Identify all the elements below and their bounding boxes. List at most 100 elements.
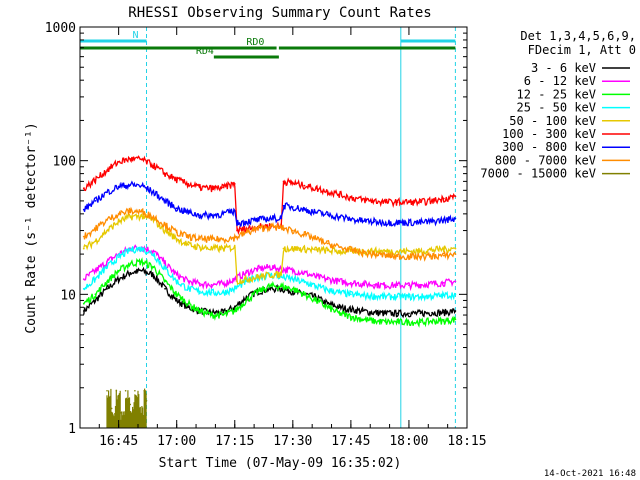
point-12-25-kev (408, 321, 410, 323)
legend-label-3-6-kev: 3 - 6 keV (531, 61, 596, 75)
point-3-6-kev (408, 312, 410, 315)
point-300-800-kev (245, 220, 248, 223)
point-12-25-kev (280, 285, 283, 288)
point-50-100-kev (129, 215, 132, 218)
point-6-12-kev (291, 269, 294, 272)
legend-label-300-800-kev: 300 - 800 keV (502, 140, 596, 154)
point-300-800-kev (442, 219, 445, 221)
point-50-100-kev (175, 237, 178, 240)
point-3-6-kev (373, 311, 376, 314)
point-50-100-kev (245, 278, 248, 281)
point-100-300-kev (338, 193, 341, 196)
point-12-25-kev (199, 310, 201, 312)
point-12-25-kev (442, 320, 445, 323)
point-800-7000-kev (291, 229, 294, 232)
point-3-6-kev (82, 310, 85, 312)
point-50-100-kev (199, 246, 201, 249)
point-7000-15000-kev (129, 403, 132, 406)
point-7000-15000-kev (145, 399, 148, 402)
point-300-800-kev (373, 220, 376, 223)
point-100-300-kev (349, 196, 352, 199)
point-25-50-kev (210, 291, 213, 294)
point-3-6-kev (129, 271, 132, 274)
point-50-100-kev (384, 250, 387, 253)
flag-label-rd4: RD4 (196, 46, 214, 57)
point-6-12-kev (442, 281, 445, 284)
point-3-6-kev (419, 312, 422, 315)
point-25-50-kev (129, 248, 132, 251)
point-7000-15000-kev (106, 389, 108, 392)
point-12-25-kev (419, 321, 422, 323)
point-12-25-kev (384, 321, 387, 323)
point-300-800-kev (431, 220, 434, 223)
point-12-25-kev (396, 321, 399, 323)
point-300-800-kev (396, 221, 399, 224)
point-25-50-kev (175, 280, 178, 283)
point-12-25-kev (140, 260, 143, 263)
point-25-50-kev (187, 287, 190, 290)
point-25-50-kev (106, 266, 108, 268)
point-12-25-kev (454, 318, 457, 321)
point-6-12-kev (257, 267, 259, 270)
point-6-12-kev (175, 273, 178, 276)
point-12-25-kev (210, 314, 213, 316)
point-800-7000-kev (326, 242, 329, 245)
point-25-50-kev (419, 295, 422, 298)
point-50-100-kev (210, 247, 213, 250)
point-300-800-kev (384, 221, 387, 224)
point-800-7000-kev (361, 251, 364, 254)
point-100-300-kev (326, 190, 329, 193)
point-12-25-kev (315, 299, 317, 302)
point-300-800-kev (349, 218, 352, 221)
y-axis: 1 10 100 1000 (45, 21, 467, 437)
point-6-12-kev (164, 262, 166, 265)
point-25-50-kev (117, 256, 120, 258)
point-300-800-kev (164, 200, 166, 202)
point-6-12-kev (94, 269, 97, 272)
legend-label-6-12-kev: 6 - 12 keV (524, 74, 596, 88)
line-6-12-kev (83, 244, 456, 292)
point-12-25-kev (431, 320, 434, 323)
point-100-300-kev (419, 201, 422, 203)
point-50-100-kev (419, 250, 422, 253)
point-300-800-kev (233, 210, 236, 212)
point-50-100-kev (431, 248, 434, 251)
point-50-100-kev (338, 250, 341, 253)
point-50-100-kev (303, 248, 306, 250)
point-800-7000-kev (129, 210, 132, 212)
point-100-300-kev (431, 200, 434, 202)
point-12-25-kev (117, 269, 120, 272)
point-50-100-kev (408, 250, 410, 253)
point-100-300-kev (361, 198, 364, 201)
point-300-800-kev (140, 184, 143, 187)
point-25-50-kev (431, 295, 434, 298)
point-50-100-kev (282, 247, 285, 250)
point-3-6-kev (326, 302, 329, 305)
point-3-6-kev (187, 306, 190, 309)
point-300-800-kev (338, 215, 341, 218)
point-3-6-kev (175, 299, 178, 302)
point-25-50-kev (384, 295, 387, 298)
point-100-300-kev (373, 200, 376, 202)
point-7000-15000-kev (143, 389, 145, 392)
legend-header-line-1: Det 1,3,4,5,6,9, (520, 29, 636, 43)
point-50-100-kev (140, 215, 143, 217)
point-800-7000-kev (152, 215, 155, 218)
point-300-800-kev (199, 214, 201, 217)
point-6-12-kev (419, 283, 422, 286)
point-7000-15000-kev (134, 389, 136, 392)
point-12-25-kev (338, 312, 341, 315)
point-300-800-kev (117, 185, 120, 188)
point-3-6-kev (222, 311, 225, 314)
point-25-50-kev (338, 291, 341, 294)
flag-rd0: RD0 (80, 37, 456, 50)
flag-rd4: RD4 (196, 46, 279, 59)
point-12-25-kev (152, 266, 155, 268)
point-300-800-kev (408, 221, 410, 224)
x-tick-label: 17:45 (331, 434, 370, 449)
point-100-300-kev (233, 183, 236, 185)
point-800-7000-kev (245, 231, 248, 234)
point-800-7000-kev (303, 233, 306, 236)
flag-n: N (80, 30, 456, 43)
